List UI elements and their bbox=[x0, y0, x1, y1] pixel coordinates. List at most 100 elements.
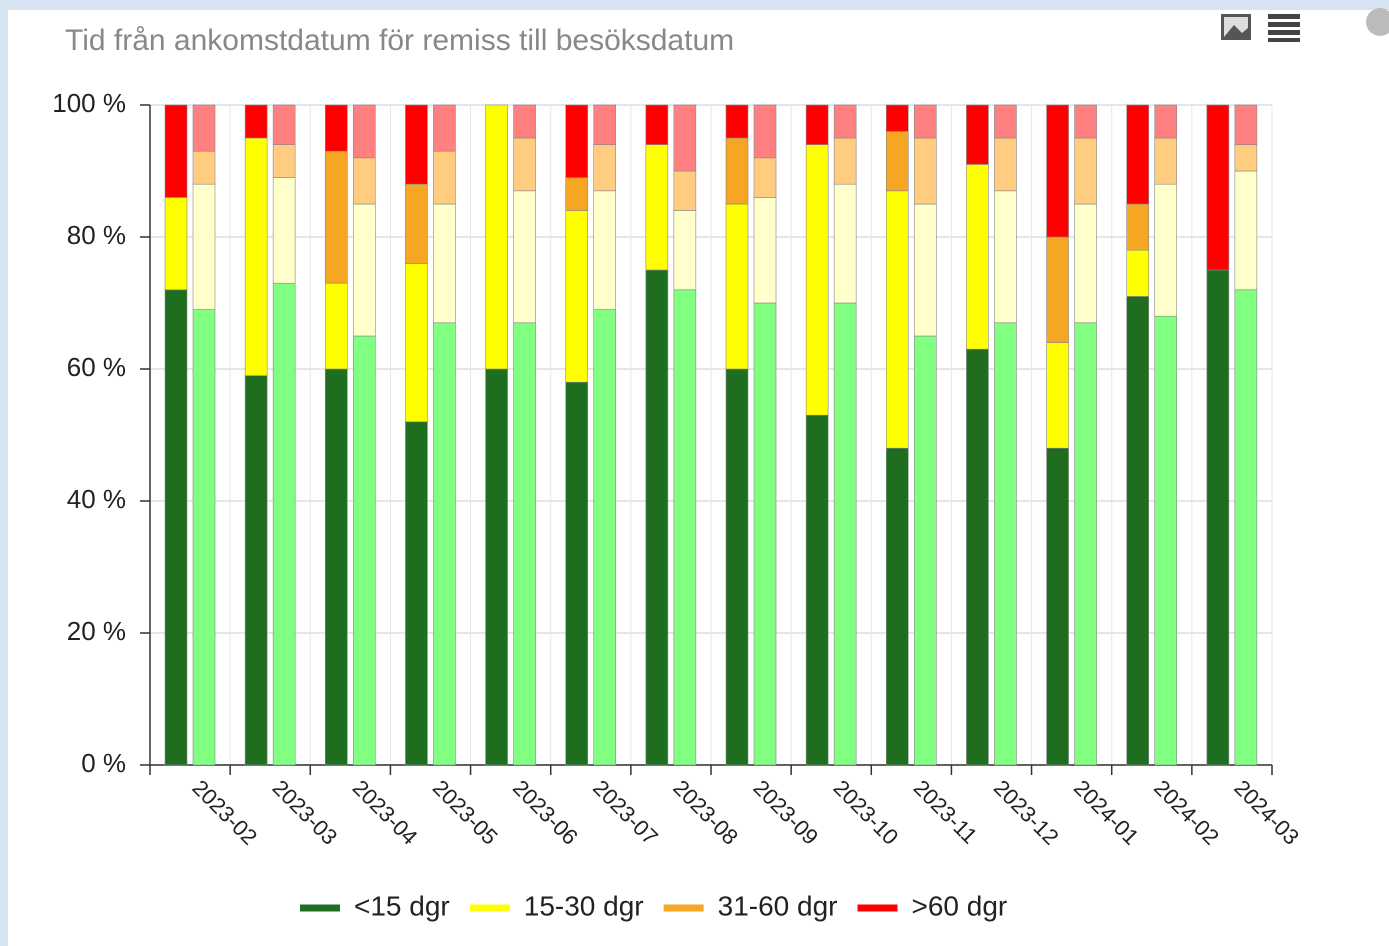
bar-segment bbox=[565, 210, 589, 383]
bar-segment bbox=[352, 203, 376, 337]
bar-segment bbox=[565, 104, 589, 178]
bar-segment bbox=[673, 210, 697, 291]
bar-segment bbox=[324, 368, 348, 766]
bar-segment bbox=[485, 104, 508, 370]
bar-segment bbox=[725, 104, 749, 139]
icon-line bbox=[1268, 14, 1300, 19]
bar-segment bbox=[994, 137, 1017, 192]
bar-segment bbox=[725, 368, 749, 766]
bar-segment bbox=[272, 282, 296, 766]
bar-segment bbox=[805, 104, 829, 145]
bar-segment bbox=[913, 203, 937, 337]
bar-segment bbox=[833, 104, 857, 139]
bar-segment bbox=[485, 368, 508, 766]
y-tick-label: 40 % bbox=[67, 484, 126, 514]
bar-segment bbox=[352, 104, 376, 159]
bar-segment bbox=[833, 183, 857, 304]
bar-segment bbox=[833, 302, 857, 766]
bar-segment bbox=[244, 375, 268, 766]
bar-segment bbox=[324, 282, 348, 370]
bar-segment bbox=[725, 137, 749, 205]
chart-title: Tid från ankomstdatum för remiss till be… bbox=[65, 24, 734, 57]
bar-segment bbox=[272, 177, 296, 284]
bar-segment bbox=[164, 197, 188, 291]
bar-segment bbox=[885, 104, 909, 132]
bar-segment bbox=[1046, 342, 1069, 449]
bar-segment bbox=[513, 322, 536, 766]
bar-segment bbox=[192, 309, 216, 766]
legend-label: 15-30 dgr bbox=[524, 890, 644, 921]
bar-segment bbox=[164, 289, 188, 766]
bar-segment bbox=[1074, 104, 1097, 139]
bar-segment bbox=[593, 190, 617, 310]
bar-segment bbox=[1126, 203, 1150, 251]
bar-segment bbox=[1074, 203, 1097, 324]
bar-segment bbox=[913, 104, 937, 139]
bar-segment bbox=[725, 203, 749, 370]
bar-segment bbox=[244, 104, 268, 139]
legend-label: 31-60 dgr bbox=[718, 890, 838, 921]
bar-segment bbox=[913, 335, 937, 766]
bar-segment bbox=[192, 104, 216, 152]
bar-segment bbox=[405, 421, 428, 766]
bar-segment bbox=[753, 197, 777, 304]
bar-segment bbox=[593, 104, 617, 145]
bar-segment bbox=[994, 104, 1017, 139]
bar-segment bbox=[405, 104, 428, 185]
y-tick-label: 100 % bbox=[52, 88, 126, 118]
help-icon[interactable] bbox=[1366, 8, 1389, 36]
icon-line bbox=[1268, 30, 1300, 35]
bar-segment bbox=[593, 309, 617, 766]
bar-segment bbox=[805, 414, 829, 766]
bar-segment bbox=[1126, 249, 1150, 297]
bar-segment bbox=[433, 150, 456, 205]
bar-segment bbox=[565, 177, 589, 211]
list-icon[interactable] bbox=[1268, 14, 1300, 42]
bar-segment bbox=[1234, 104, 1258, 145]
legend-label: >60 dgr bbox=[912, 890, 1008, 921]
bar-segment bbox=[885, 131, 909, 192]
bar-segment bbox=[645, 269, 669, 766]
bar-segment bbox=[1206, 104, 1230, 271]
bar-segment bbox=[1046, 447, 1069, 766]
bar-segment bbox=[673, 104, 697, 172]
bar-segment bbox=[405, 263, 428, 423]
bar-segment bbox=[966, 348, 989, 766]
y-tick-label: 80 % bbox=[67, 220, 126, 250]
bar-segment bbox=[966, 164, 989, 350]
bar-segment bbox=[1234, 144, 1258, 172]
bar-segment bbox=[753, 157, 777, 198]
bar-segment bbox=[272, 144, 296, 178]
bar-segment bbox=[1046, 236, 1069, 343]
bar-segment bbox=[593, 144, 617, 192]
bar-segment bbox=[192, 150, 216, 185]
bar-segment bbox=[645, 104, 669, 145]
bar-segment bbox=[433, 203, 456, 324]
image-icon[interactable] bbox=[1221, 14, 1251, 40]
bar-segment bbox=[324, 150, 348, 284]
bar-segment bbox=[805, 144, 829, 416]
bar-segment bbox=[352, 157, 376, 205]
bar-segment bbox=[885, 447, 909, 766]
bar-segment bbox=[1154, 104, 1178, 139]
bar-segment bbox=[244, 137, 268, 376]
bar-segment bbox=[1126, 296, 1150, 766]
bar-segment bbox=[913, 137, 937, 205]
bar-segment bbox=[994, 190, 1017, 324]
bar-segment bbox=[673, 289, 697, 766]
bar-segment bbox=[324, 104, 348, 152]
icon-line bbox=[1268, 38, 1300, 42]
bar-segment bbox=[1046, 104, 1069, 238]
icon-line bbox=[1268, 22, 1300, 27]
bar-segment bbox=[1234, 289, 1258, 766]
bar-segment bbox=[1074, 137, 1097, 205]
bar-segment bbox=[833, 137, 857, 185]
bar-segment bbox=[433, 322, 456, 766]
bar-segment bbox=[753, 302, 777, 766]
bar-segment bbox=[1154, 315, 1178, 766]
bar-segment bbox=[1234, 170, 1258, 291]
bar-segment bbox=[1154, 137, 1178, 185]
bar-segment bbox=[885, 190, 909, 449]
